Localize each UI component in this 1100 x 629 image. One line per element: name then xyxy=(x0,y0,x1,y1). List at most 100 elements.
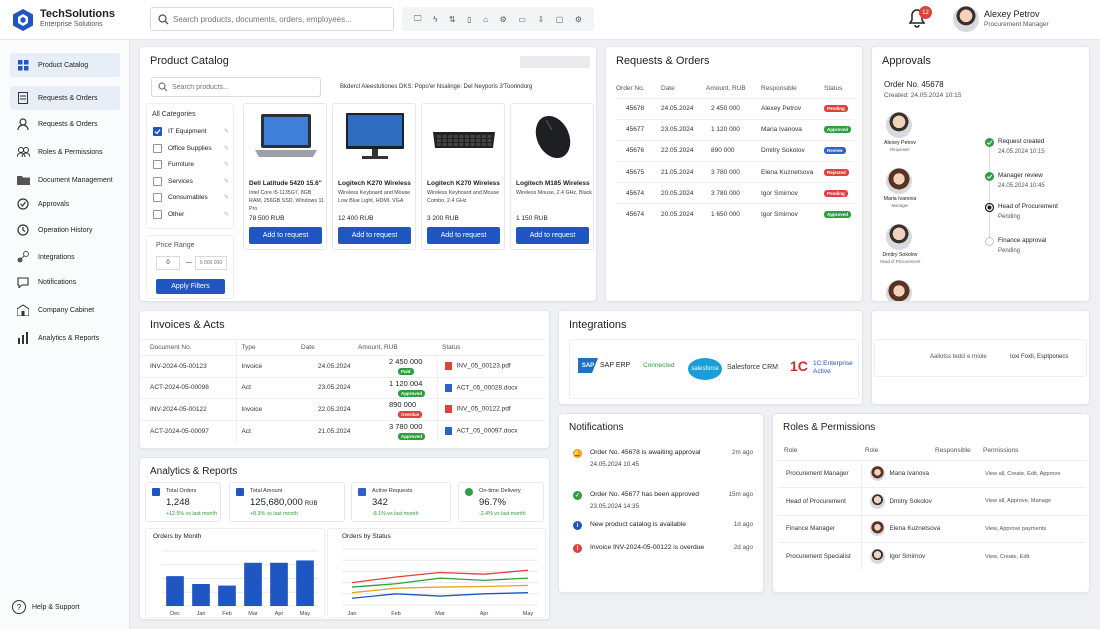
product-card[interactable]: Logitech K270 Wireless Wireless Keyboard … xyxy=(332,103,416,250)
sidebar-item-documents[interactable]: Document Management xyxy=(10,168,120,192)
lightning-icon[interactable]: ϟ xyxy=(433,14,438,24)
order-no[interactable]: 45674 xyxy=(616,182,661,204)
sidebar-item-requests-2[interactable]: Requests & Orders xyxy=(10,112,120,136)
notification-item[interactable]: i New product catalog is available 1d ago xyxy=(559,519,763,537)
add-to-request-button[interactable]: Add to request xyxy=(516,227,589,244)
document-file-name[interactable]: ACT_05_00028.docx xyxy=(456,384,518,392)
integration-sap-name[interactable]: SAP ERP xyxy=(600,362,631,369)
approver-avatar[interactable] xyxy=(886,112,912,138)
sidebar-item-roles[interactable]: Roles & Permissions xyxy=(10,140,120,164)
series-line[interactable] xyxy=(351,592,529,599)
edit-icon[interactable]: ✎ xyxy=(223,211,229,218)
table-row[interactable]: 45678 24.05.2024 2 450 000 Alexey Petrov Pen… xyxy=(616,97,854,120)
add-to-request-button[interactable]: Add to request xyxy=(249,227,322,244)
logo-icon[interactable] xyxy=(12,8,34,32)
category-item[interactable]: IT Equipment ✎ xyxy=(153,126,229,137)
document-no[interactable]: INV-2024-05-00122 xyxy=(140,398,237,420)
table-row[interactable]: INV-2024-05-00123 Invoice 24.05.2024 2 450 … xyxy=(140,355,545,377)
global-search[interactable] xyxy=(150,7,394,31)
download-icon[interactable]: ⇩ xyxy=(537,14,545,24)
approver-avatar[interactable] xyxy=(886,280,912,301)
edit-icon[interactable]: ✎ xyxy=(223,178,229,185)
table-row[interactable]: INV-2024-05-00122 Invoice 22.05.2024 890 00… xyxy=(140,398,545,420)
sidebar-item-integrations[interactable]: Integrations xyxy=(10,245,120,269)
document-no[interactable]: ACT-2024-05-00098 xyxy=(140,376,237,399)
table-row[interactable]: 45674 20.05.2024 3 780 000 Igor Smirnov Pend… xyxy=(616,182,854,204)
gear-icon[interactable]: ⚙ xyxy=(574,14,583,24)
user-avatar[interactable] xyxy=(953,6,979,32)
settings-icon[interactable]: ⚙ xyxy=(499,14,507,24)
checkbox[interactable] xyxy=(153,160,162,169)
notification-item[interactable]: 🔔 Order No. 45678 is awaiting approval 24.… xyxy=(559,447,763,477)
catalog-search-input[interactable] xyxy=(172,81,317,93)
series-line[interactable] xyxy=(351,584,529,594)
bar[interactable] xyxy=(296,560,314,606)
bar[interactable] xyxy=(218,585,236,606)
sidebar-item-requests[interactable]: Requests & Orders xyxy=(10,86,120,110)
sidebar-item-analytics[interactable]: Analytics & Reports xyxy=(10,326,120,350)
category-item[interactable]: Office Supplies ✎ xyxy=(153,143,229,154)
edit-icon[interactable]: ✎ xyxy=(223,129,229,135)
checkbox[interactable] xyxy=(153,209,162,219)
sidebar-item-company[interactable]: Company Cabinet xyxy=(10,298,120,322)
edit-icon[interactable]: ✎ xyxy=(223,195,229,201)
edit-icon[interactable]: ✎ xyxy=(223,145,229,152)
document-file-name[interactable]: INV_05_00122.pdf xyxy=(456,405,511,413)
table-row[interactable]: ACT-2024-05-00098 Act 23.05.2024 1 120 004A… xyxy=(140,376,545,399)
document-file-name[interactable]: INV_05_00123.pdf xyxy=(456,362,511,370)
document-file-name[interactable]: ACT_05_00097.docx xyxy=(456,427,518,435)
category-item[interactable]: Furniture ✎ xyxy=(153,159,229,170)
order-no[interactable]: 45675 xyxy=(616,161,661,183)
table-row[interactable]: 45675 21.05.2024 3 780 000 Elena Kuznetsova… xyxy=(616,161,854,183)
bar[interactable] xyxy=(192,584,210,606)
series-line[interactable] xyxy=(351,569,529,584)
table-row[interactable]: Procurement Specialist Igor Smirnov View, … xyxy=(779,542,1085,570)
apply-filters-button[interactable]: Apply Filters xyxy=(156,279,225,294)
table-row[interactable]: Head of Procurement Dmitry Sokolov View al… xyxy=(779,487,1085,515)
document-file-cell[interactable]: INV_05_00123.pdf xyxy=(436,355,545,377)
product-card[interactable]: Logitech M185 Wireless Wireless Mouse, 2.… xyxy=(510,103,594,250)
order-no[interactable]: 45676 xyxy=(616,139,661,162)
checkbox[interactable] xyxy=(153,193,162,202)
help-support-link[interactable]: ? Help & Support xyxy=(12,600,79,614)
table-row[interactable]: 45677 23.05.2024 1 120 000 Maria Ivanova App… xyxy=(616,118,854,141)
bar[interactable] xyxy=(270,562,288,606)
monitor-icon[interactable]: 🖵 xyxy=(413,14,422,23)
transfer-icon[interactable]: ⇅ xyxy=(448,14,456,24)
table-row[interactable]: Finance Manager Elena Kuznetsova View, App… xyxy=(779,514,1085,543)
file-icon[interactable]: ▯ xyxy=(467,14,472,24)
chat-icon[interactable]: ▭ xyxy=(518,14,526,24)
approver-avatar[interactable] xyxy=(886,224,912,250)
checkbox[interactable] xyxy=(153,176,162,186)
document-file-cell[interactable]: ACT_05_00097.docx xyxy=(436,419,545,442)
global-search-input[interactable] xyxy=(173,12,388,27)
order-no[interactable]: 45678 xyxy=(616,97,661,120)
integration-1c-name[interactable]: 1C:Enterprise xyxy=(813,360,853,367)
table-row[interactable]: 45676 22.05.2024 890 000 Dmitry Sokolov Revi… xyxy=(616,139,854,162)
category-item[interactable]: Services ✎ xyxy=(153,176,229,187)
document-file-cell[interactable]: ACT_05_00028.docx xyxy=(436,376,545,399)
notification-item[interactable]: ! Invoice INV-2024-05-00122 is overdue 2d … xyxy=(559,542,763,560)
edit-icon[interactable]: ✎ xyxy=(223,162,229,168)
approver-avatar[interactable] xyxy=(886,168,912,194)
series-line[interactable] xyxy=(351,577,529,588)
sidebar-item-approvals[interactable]: Approvals xyxy=(10,192,120,216)
bar[interactable] xyxy=(244,562,262,606)
sidebar-item-product-catalog[interactable]: Product Catalog xyxy=(10,53,120,77)
integration-salesforce-name[interactable]: Salesforce CRM xyxy=(727,364,778,371)
lock-icon[interactable]: ▢ xyxy=(555,14,564,24)
table-row[interactable]: ACT-2024-05-00097 Act 21.05.2024 3 780 000 A… xyxy=(140,419,545,442)
add-to-request-button[interactable]: Add to request xyxy=(338,227,411,244)
table-row[interactable]: Procurement Manager Maria Ivanova View all… xyxy=(779,459,1085,488)
price-max-input[interactable]: 5 000 000 xyxy=(195,256,227,270)
document-no[interactable]: INV-2024-05-00123 xyxy=(140,355,237,377)
sidebar-item-history[interactable]: Operation History xyxy=(10,218,120,242)
checkbox[interactable] xyxy=(153,127,162,136)
category-item[interactable]: Other ✎ xyxy=(153,209,229,220)
table-row[interactable]: 45674 20.05.2024 1 650 000 Igor Smirnov Appr… xyxy=(616,203,854,226)
order-no[interactable]: 45677 xyxy=(616,118,661,141)
tag-icon[interactable]: ⌂ xyxy=(483,14,488,24)
sidebar-item-notifications[interactable]: Notifications xyxy=(10,270,120,294)
order-no[interactable]: 45674 xyxy=(616,203,661,226)
document-file-cell[interactable]: INV_05_00122.pdf xyxy=(436,398,545,420)
